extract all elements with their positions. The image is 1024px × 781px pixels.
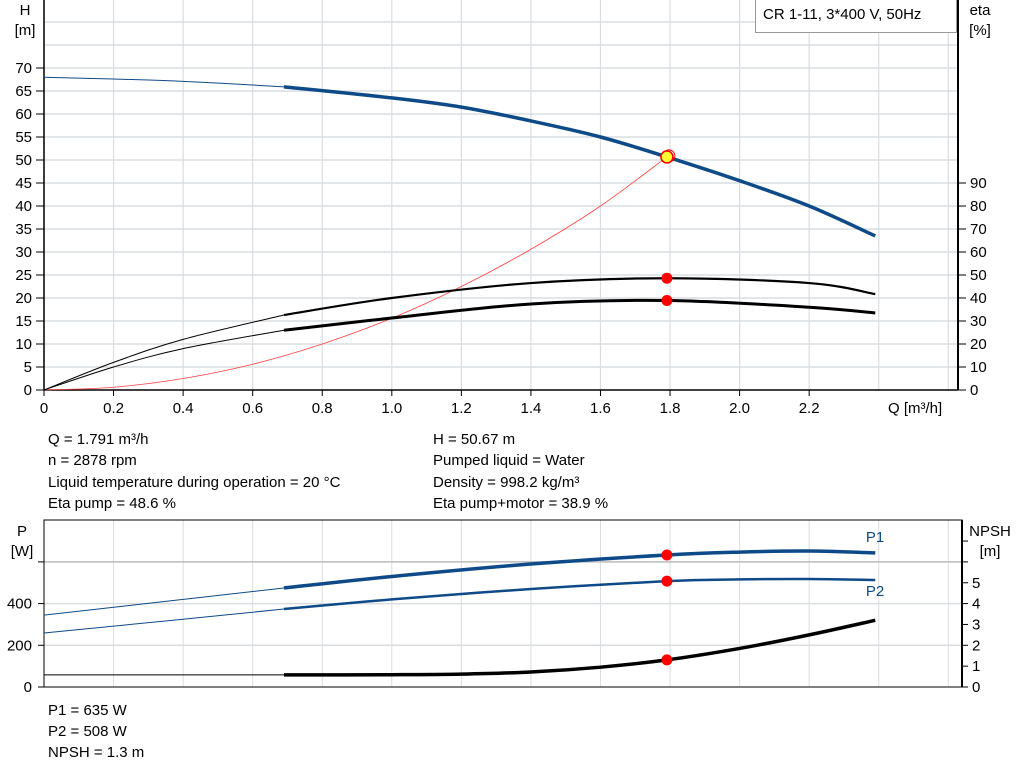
x-tick-label: 1.4	[520, 400, 541, 417]
eta-pump-curve	[283, 277, 876, 317]
p2-thin-segment	[43, 608, 285, 634]
info-eta-pump: Eta pump = 48.6 %	[48, 495, 176, 512]
info-density: Density = 998.2 kg/m³	[433, 474, 580, 491]
eta-pump-motor-curve	[283, 298, 876, 332]
y-tick-label: 0	[24, 679, 32, 696]
y-tick-label: 70	[15, 60, 32, 77]
y-tick-label: 0	[24, 382, 32, 399]
x-tick-label: 1.6	[590, 400, 611, 417]
p2-curve	[283, 577, 876, 611]
p2-series-label: P2	[866, 583, 884, 600]
y-axis-title: H	[20, 2, 31, 19]
info-speed: n = 2878 rpm	[48, 452, 137, 469]
y-tick-label: 400	[7, 596, 32, 613]
x-tick-label: 2.2	[799, 400, 820, 417]
pump-model-label: CR 1-11, 3*400 V, 50Hz	[763, 6, 922, 23]
system-curve	[43, 156, 668, 391]
y2-tick-label: 40	[970, 290, 987, 307]
y2-tick-label: 70	[970, 221, 987, 238]
y2-tick-label: 3	[972, 616, 980, 633]
y-tick-label: 45	[15, 175, 32, 192]
x-tick-label: 0	[40, 400, 48, 417]
x-axis-title: Q [m³/h]	[888, 400, 942, 417]
y-tick-label: 50	[15, 152, 32, 169]
info-p2: P2 = 508 W	[48, 723, 127, 740]
head-curve	[283, 85, 876, 238]
y-tick-label: 10	[15, 336, 32, 353]
y-tick-label: 5	[24, 359, 32, 376]
eta-pump-thin-segment	[43, 314, 285, 391]
info-npsh: NPSH = 1.3 m	[48, 744, 145, 761]
y2-tick-label: 60	[970, 244, 987, 261]
x-tick-label: 1.2	[451, 400, 472, 417]
info-flow: Q = 1.791 m³/h	[48, 431, 149, 448]
y-tick-label: 15	[15, 313, 32, 330]
duty-point-marker	[660, 150, 674, 164]
info-p1: P1 = 635 W	[48, 702, 127, 719]
info-liquid: Pumped liquid = Water	[433, 452, 585, 469]
x-tick-label: 0.6	[242, 400, 263, 417]
y2-axis-title: eta	[970, 2, 992, 19]
y-tick-label: 35	[15, 221, 32, 238]
y-tick-label: 25	[15, 267, 32, 284]
y2-tick-label: 50	[970, 267, 987, 284]
y2-tick-label: 30	[970, 313, 987, 330]
p1-duty-marker	[661, 549, 673, 561]
y2-tick-label: 20	[970, 336, 987, 353]
y2-axis-unit: [%]	[969, 22, 991, 39]
p1-series-label: P1	[866, 529, 884, 546]
y2-tick-label: 90	[970, 175, 987, 192]
p1-thin-segment	[43, 587, 285, 616]
y-tick-label: 30	[15, 244, 32, 261]
y-tick-label: 60	[15, 106, 32, 123]
x-tick-label: 2.0	[729, 400, 750, 417]
y2-tick-label: 0	[972, 679, 980, 696]
info-head: H = 50.67 m	[433, 431, 516, 448]
x-tick-label: 1.0	[381, 400, 402, 417]
y2-tick-label: 10	[970, 359, 987, 376]
p2-duty-marker	[661, 575, 673, 587]
x-tick-label: 0.8	[312, 400, 333, 417]
y-tick-label: 55	[15, 129, 32, 146]
info-eta-pump-motor: Eta pump+motor = 38.9 %	[433, 495, 609, 512]
info-temperature: Liquid temperature during operation = 20…	[48, 474, 341, 491]
pump-legend-box: CR 1-11, 3*400 V, 50Hz	[755, 0, 957, 33]
y2-axis-title: NPSH	[969, 523, 1011, 540]
y2-tick-label: 1	[972, 658, 980, 675]
head-thin-segment	[43, 76, 285, 88]
y-tick-label: 20	[15, 290, 32, 307]
y2-tick-label: 2	[972, 637, 980, 654]
x-tick-label: 0.2	[103, 400, 124, 417]
y2-tick-label: 4	[972, 596, 980, 613]
y-axis-title: P	[17, 523, 27, 540]
x-tick-label: 1.8	[660, 400, 681, 417]
eta-pump-motor-duty-marker	[661, 295, 673, 307]
npsh-curve	[283, 618, 876, 677]
y2-tick-label: 80	[970, 198, 987, 215]
eta-pump-duty-marker	[661, 272, 673, 284]
eta-pump-motor-thin-segment	[43, 329, 285, 391]
npsh-duty-marker	[661, 654, 673, 666]
p1-curve	[283, 549, 876, 590]
y-tick-label: 40	[15, 198, 32, 215]
y2-tick-label: 0	[970, 382, 978, 399]
y-axis-unit: [m]	[15, 22, 36, 39]
y2-axis-unit: [m]	[980, 543, 1001, 560]
y-axis-unit: [W]	[11, 543, 34, 560]
y-tick-label: 65	[15, 83, 32, 100]
x-tick-label: 0.4	[173, 400, 194, 417]
y-tick-label: 200	[7, 637, 32, 654]
y2-tick-label: 5	[972, 575, 980, 592]
